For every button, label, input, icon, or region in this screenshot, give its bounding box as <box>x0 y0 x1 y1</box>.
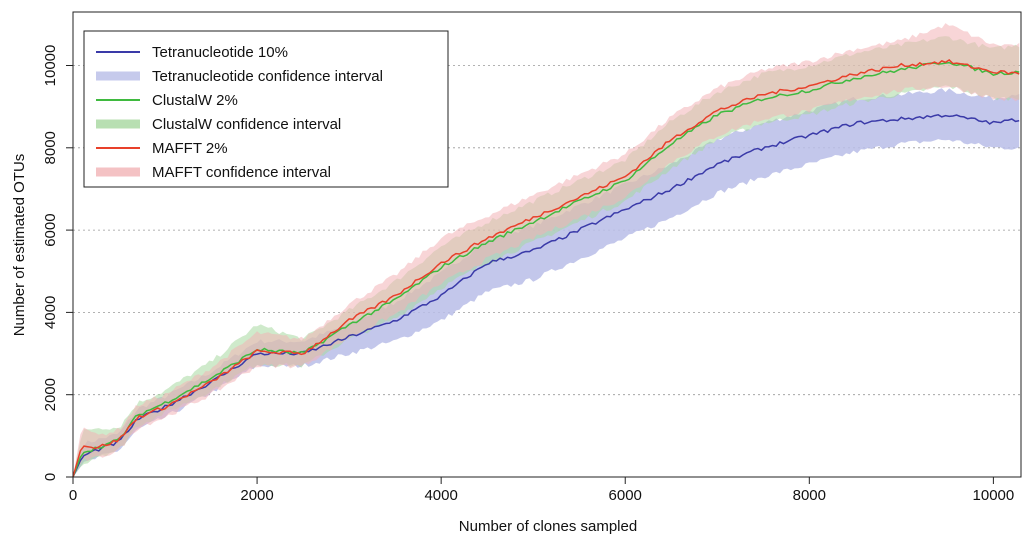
x-tick-label-3: 6000 <box>609 487 642 504</box>
y-tick-label-1: 2000 <box>42 378 59 411</box>
confidence-bands <box>73 23 1020 478</box>
x-tick-label-5: 10000 <box>973 487 1015 504</box>
x-tick-label-1: 2000 <box>240 487 273 504</box>
clustal-series-line <box>72 61 1020 478</box>
y-axis-ticks: 0 2000 4000 6000 8000 10000 <box>42 45 73 481</box>
legend-label-mafft-line: MAFFT 2% <box>152 140 228 157</box>
y-tick-label-4: 8000 <box>42 131 59 164</box>
plot-area-frame <box>72 11 1022 478</box>
mafft-confidence-band <box>73 23 1020 477</box>
tetra-confidence-band <box>73 88 1020 478</box>
x-axis-title: Number of clones sampled <box>459 518 637 535</box>
x-tick-label-0: 0 <box>69 487 77 504</box>
legend: Tetranucleotide 10% Tetranucleotide conf… <box>83 30 449 188</box>
x-tick-label-2: 4000 <box>424 487 457 504</box>
y-axis-title: Number of estimated OTUs <box>11 154 28 337</box>
y-tick-label-3: 6000 <box>42 213 59 246</box>
legend-label-clustal-band: ClustalW confidence interval <box>152 116 341 133</box>
legend-label-mafft-band: MAFFT confidence interval <box>152 164 331 181</box>
legend-label-clustal-line: ClustalW 2% <box>152 92 238 109</box>
legend-label-tetra-band: Tetranucleotide confidence interval <box>152 68 383 85</box>
series-lines <box>72 59 1020 478</box>
y-tick-label-5: 10000 <box>42 45 59 87</box>
x-axis-ticks: 0 2000 4000 6000 8000 10000 <box>69 477 1014 504</box>
y-tick-label-2: 4000 <box>42 296 59 329</box>
x-tick-label-4: 8000 <box>793 487 826 504</box>
legend-label-tetra-line: Tetranucleotide 10% <box>152 44 288 61</box>
mafft-series-line <box>72 59 1020 478</box>
y-tick-label-0: 0 <box>42 473 59 481</box>
legend-box <box>83 30 449 188</box>
